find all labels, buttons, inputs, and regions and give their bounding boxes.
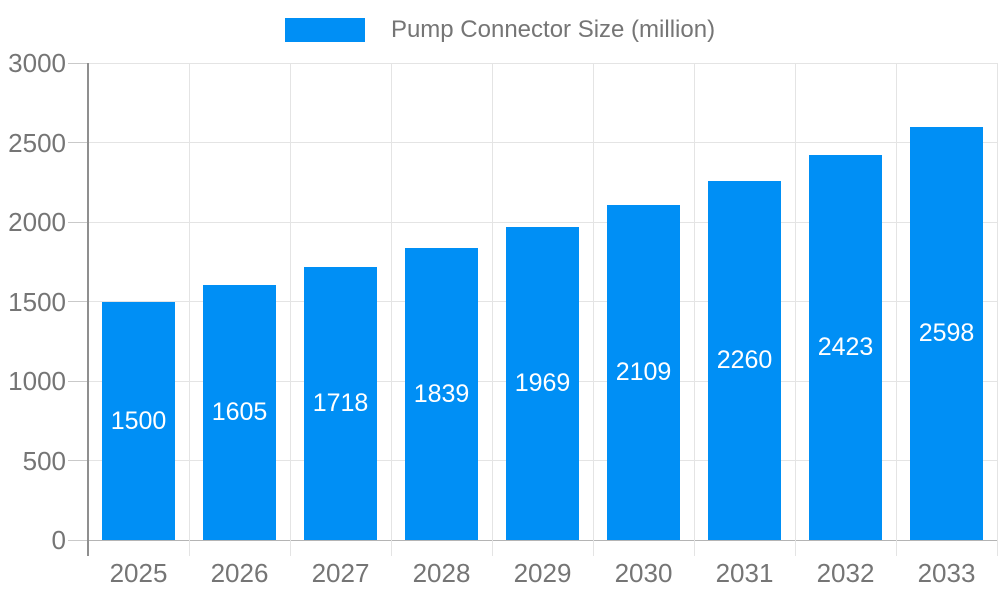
x-gridline: [289, 63, 291, 540]
y-axis-tick: [68, 460, 88, 461]
y-axis-tick-label: 1000: [8, 366, 66, 396]
bar-value-label: 1500: [110, 406, 167, 435]
y-gridline: [88, 221, 997, 223]
bar-value-label: 1605: [211, 398, 268, 427]
x-axis-tick: [794, 540, 796, 556]
x-gridline: [693, 63, 695, 540]
bar[interactable]: [304, 266, 377, 540]
x-gridline: [390, 63, 392, 540]
x-gridline: [491, 63, 493, 540]
x-axis-tick: [693, 540, 695, 556]
bar[interactable]: [102, 301, 175, 540]
y-axis-tick-label: 2500: [8, 127, 66, 158]
y-axis-tick: [68, 380, 88, 382]
y-axis-tick-label: 0: [51, 525, 66, 555]
x-axis-tick-label: 2029: [513, 558, 572, 588]
bar-value-label: 2598: [918, 319, 975, 348]
bar[interactable]: [405, 247, 478, 540]
x-axis-tick: [491, 540, 493, 556]
bar[interactable]: [809, 154, 882, 540]
bar[interactable]: [506, 226, 579, 540]
y-axis-tick: [68, 62, 88, 64]
x-gridline: [996, 63, 998, 540]
x-gridline: [794, 63, 796, 540]
x-gridline: [895, 63, 897, 540]
bar-value-label: 2423: [817, 333, 874, 362]
x-gridline: [188, 63, 190, 540]
bar-value-label: 1839: [413, 379, 470, 408]
x-axis-tick-label: 2030: [614, 558, 673, 588]
y-axis-line: [87, 63, 89, 556]
x-axis-tick: [390, 540, 392, 556]
y-axis-tick-label: 3000: [8, 48, 66, 78]
y-gridline: [88, 62, 997, 64]
bar[interactable]: [203, 284, 276, 540]
x-axis-tick-label: 2026: [210, 558, 269, 588]
y-axis-tick-label: 1500: [8, 286, 66, 317]
y-axis-tick: [68, 539, 88, 541]
x-axis-tick: [188, 540, 190, 556]
x-axis-tick: [289, 540, 291, 556]
x-axis-tick-label: 2031: [715, 558, 774, 588]
x-axis-tick-label: 2025: [109, 558, 168, 588]
y-axis-tick-label: 500: [22, 445, 66, 476]
legend-swatch: [284, 18, 365, 42]
bar-value-label: 1969: [514, 369, 571, 398]
y-axis-tick-label: 2000: [8, 207, 66, 237]
bar-value-label: 1718: [312, 389, 369, 418]
legend-label: Pump Connector Size (million): [390, 16, 716, 43]
y-gridline: [88, 142, 997, 143]
bar[interactable]: [607, 204, 680, 540]
x-axis-tick-label: 2028: [412, 558, 471, 588]
x-axis-tick: [592, 540, 594, 556]
bar[interactable]: [910, 126, 983, 540]
y-axis-tick: [68, 142, 88, 143]
bar[interactable]: [708, 180, 781, 540]
x-axis-tick-label: 2033: [917, 558, 976, 588]
x-axis-tick-label: 2027: [311, 558, 370, 588]
x-axis-baseline: [88, 539, 997, 541]
y-axis-tick: [68, 221, 88, 223]
bar-value-label: 2260: [716, 346, 773, 375]
x-axis-tick-label: 2032: [816, 558, 875, 588]
x-axis-tick: [996, 540, 998, 556]
x-axis-tick: [895, 540, 897, 556]
bar-value-label: 2109: [615, 358, 672, 387]
y-axis-tick: [68, 301, 88, 302]
chart-legend[interactable]: Pump Connector Size (million): [0, 14, 1000, 46]
x-gridline: [592, 63, 594, 540]
